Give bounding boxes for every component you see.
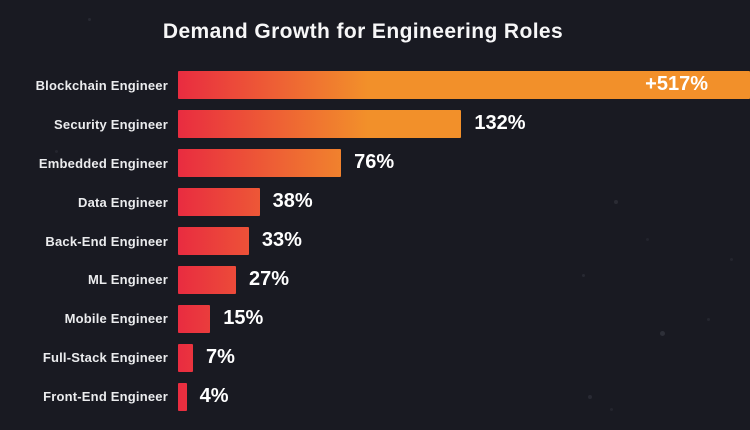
bar (178, 304, 211, 333)
category-label: Security Engineer (54, 116, 168, 132)
bar-zone: 33% (178, 227, 750, 255)
bar (178, 110, 462, 139)
category-label: Mobile Engineer (64, 311, 168, 327)
value-label: 7% (206, 345, 235, 368)
category-label: Blockchain Engineer (35, 77, 168, 93)
bar-row: Mobile Engineer 15% (0, 299, 750, 338)
value-label: 4% (199, 384, 229, 407)
bar-row: Data Engineer 38% (0, 183, 750, 222)
bar-row: Back-End Engineer 33% (0, 222, 750, 261)
category-label: Back-End Engineer (45, 233, 168, 249)
bar: +517% (178, 71, 750, 100)
value-label: 38% (272, 190, 313, 213)
bar-zone: 7% (178, 343, 750, 372)
value-label: 132% (474, 112, 526, 135)
value-label: 76% (354, 151, 395, 174)
category-label: Embedded Engineer (38, 155, 168, 171)
bar-zone: 15% (178, 304, 750, 333)
chart-title: Demand Growth for Engineering Roles (162, 20, 564, 43)
value-label: +517% (645, 73, 708, 96)
bar-row: Blockchain Engineer +517% (0, 66, 750, 105)
category-label: Data Engineer (77, 194, 168, 210)
bar (178, 343, 194, 372)
bar-zone: 4% (178, 382, 750, 411)
bar-zone: 27% (178, 265, 750, 294)
value-label: 33% (261, 229, 302, 252)
bar-row: Security Engineer 132% (0, 105, 750, 144)
bar-row: Front-End Engineer 4% (0, 377, 750, 416)
value-label: 27% (248, 267, 289, 290)
bar (178, 149, 342, 178)
bar-row: Full-Stack Engineer 7% (0, 338, 750, 377)
bar (178, 188, 260, 217)
bar-zone: 76% (178, 149, 750, 178)
bar (178, 227, 249, 255)
bar-row: Embedded Engineer 76% (0, 144, 750, 183)
category-label: Front-End Engineer (43, 389, 168, 405)
category-label: ML Engineer (88, 272, 168, 288)
bar-zone: 38% (178, 188, 750, 217)
bar (178, 382, 187, 411)
bar-zone: +517% (178, 71, 750, 100)
bar-zone: 132% (178, 110, 750, 139)
category-label: Full-Stack Engineer (42, 350, 168, 366)
bar (178, 265, 236, 294)
value-label: 15% (223, 306, 264, 329)
bar-row: ML Engineer 27% (0, 260, 750, 299)
bar-rows: Blockchain Engineer +517% Security Enginee… (0, 66, 750, 416)
